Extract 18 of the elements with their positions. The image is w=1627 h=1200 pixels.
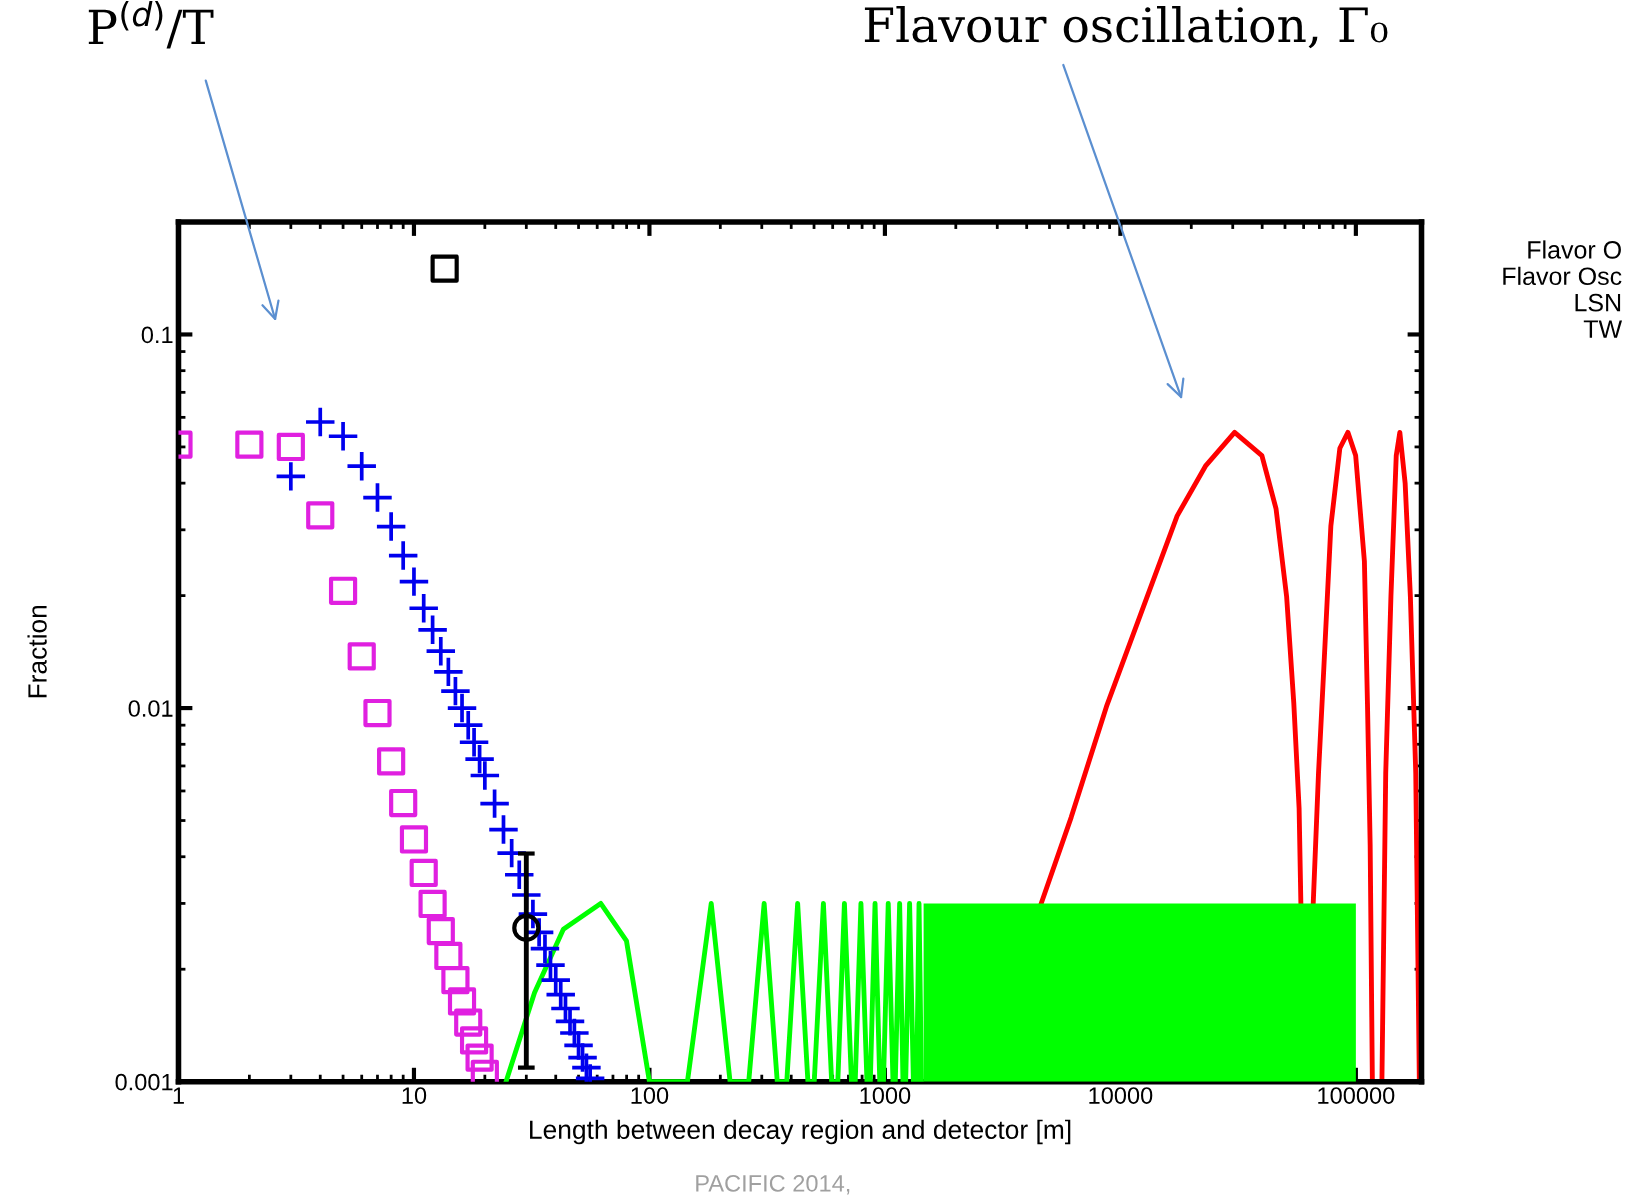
- y-tick-label: 0.1: [141, 326, 173, 344]
- text: LSN: [1575, 293, 1621, 312]
- x-tick-label: 100000: [1318, 1087, 1395, 1104]
- x-tick-label: 100: [631, 1087, 669, 1104]
- text: Flavor O: [1528, 240, 1621, 259]
- text: P$^{(d)}$/T: [88, 0, 214, 49]
- x-tick-label: 1000: [860, 1087, 911, 1104]
- x-tick-label: 1: [173, 1087, 184, 1104]
- x-tick-label: 10000: [1089, 1087, 1153, 1104]
- text: Flavor Osc: [1503, 266, 1622, 286]
- x-tick-label: 10: [402, 1087, 427, 1104]
- x-axis-title: Length between decay region and detector [m]: [530, 1119, 1071, 1145]
- y-tick-label: 0.01: [128, 700, 173, 717]
- text: TW: [1583, 320, 1623, 338]
- text: Flavour oscillation, Γ₀: [864, 6, 1388, 49]
- y-tick-label: 0.001: [115, 1073, 173, 1091]
- y-axis-title: Fraction: [27, 605, 47, 698]
- text: PACIFIC 2014,: [696, 1175, 850, 1195]
